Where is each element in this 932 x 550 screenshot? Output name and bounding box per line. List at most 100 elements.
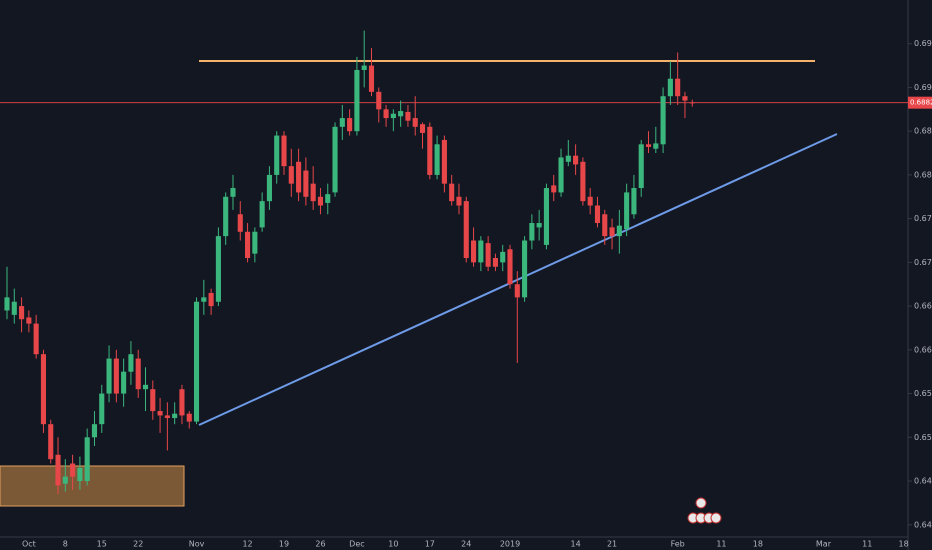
candle-body [675,78,681,97]
x-tick-label: 18 [899,540,909,549]
candle-body [682,96,688,101]
candle-body [398,111,404,117]
candle-body [470,240,477,263]
candle-body [266,174,272,202]
x-tick-label: 14 [571,540,581,549]
candle-body [631,188,637,215]
candle-body [26,317,32,324]
x-tick-label: 19 [279,540,289,549]
candle-body [193,301,200,422]
candle-body [91,424,98,438]
candle-body [142,384,149,390]
candle-body [296,161,302,193]
x-tick-label: 12 [242,540,252,549]
candle-body [48,424,54,460]
candle-body [77,467,83,482]
candle-body [99,393,105,425]
candle-body [281,135,287,167]
y-tick-label: 0.65000 [914,433,932,442]
y-tick-label: 0.64500 [914,477,932,486]
last-price-box [908,96,932,109]
candle-body [259,201,265,228]
candle-body [62,476,68,484]
x-tick-label: Feb [671,540,685,549]
candle-body [84,437,90,482]
candle-body [106,358,112,394]
candle-body [616,225,622,237]
candle-body [456,196,462,206]
candle-body [339,118,345,127]
candle-body [223,196,229,237]
candle-body [485,243,491,267]
y-tick-label: 0.67000 [914,258,932,267]
x-tick-label: 11 [716,540,726,549]
demand-zone [0,465,185,507]
candle-body [215,236,221,302]
candle-body [245,231,251,259]
candle-body [689,102,695,104]
x-tick-label: 11 [862,540,872,549]
candle-body [478,240,484,263]
last-price-label: 0.68826 [910,99,932,107]
candle-body [376,91,382,110]
candle-body [492,258,498,267]
candle-body [252,231,258,254]
y-tick-label: 0.68000 [914,170,932,179]
candle-body [150,389,156,412]
x-tick-label: 15 [97,540,107,549]
candle-body [164,415,170,419]
candle-body [368,65,375,92]
y-tick-label: 0.67500 [914,214,932,223]
candle-body [310,183,316,202]
candle-body [543,188,550,245]
candle-body [660,96,666,145]
candle-body [565,155,571,162]
candle-body [551,185,557,193]
y-tick-label: 0.69500 [914,39,932,48]
candle-body [113,358,119,394]
candle-body [274,135,280,175]
event-icons [687,497,722,524]
candle-body [383,109,389,119]
candle-body [558,157,564,193]
x-tick-label: 10 [388,540,398,549]
candle-body [441,139,447,184]
candle-body [201,297,207,302]
candle-body [594,205,601,224]
candle-body [135,358,141,390]
candle-body [405,111,411,121]
candle-body [208,292,214,307]
candle-body [412,118,418,127]
x-tick-label: Nov [189,540,205,549]
candle-body [11,301,17,315]
candle-body [419,124,426,133]
candle-body [40,354,46,425]
candle-body [602,214,608,237]
event-icon [710,512,722,524]
y-tick-label: 0.66500 [914,302,932,311]
candle-body [361,65,367,70]
candle-body [354,69,360,132]
candle-body [325,194,331,203]
candle-body [121,371,127,394]
candle-body [55,454,61,486]
x-tick-label: Dec [349,540,364,549]
candle-body [19,306,25,320]
candle-body [507,249,513,285]
candle-body [638,144,644,189]
candle-body [434,144,440,175]
candle-body [587,196,593,206]
y-tick-label: 0.66000 [914,345,932,354]
candle-body [536,223,542,228]
candle-body [230,188,236,197]
candle-body [4,297,10,311]
candle-body [624,192,630,230]
candle-body [237,214,243,232]
candle-body [645,144,652,147]
candle-body [653,143,659,149]
x-tick-label: Oct [22,540,36,549]
candle-body [514,284,520,298]
